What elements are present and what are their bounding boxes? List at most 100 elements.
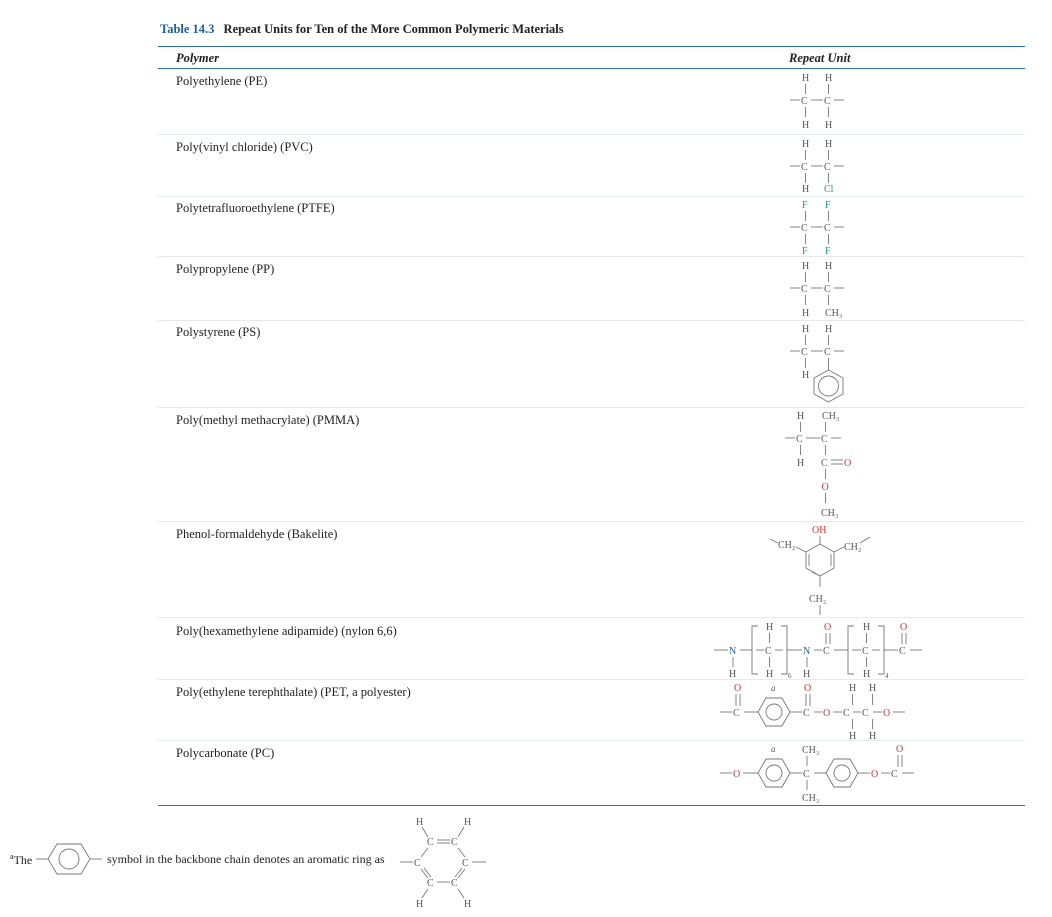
row-separator bbox=[158, 679, 1025, 680]
svg-text:Cl: Cl bbox=[824, 184, 834, 195]
repeat-unit-pet: a C O C O O H C H H C H O bbox=[720, 683, 905, 742]
row-separator bbox=[158, 407, 1025, 408]
svg-text:H: H bbox=[869, 683, 876, 694]
repeat-unit-pe: H H C C H H bbox=[790, 73, 844, 131]
svg-text:C: C bbox=[765, 646, 772, 657]
polymer-name-pmma: Poly(methyl methacrylate) (PMMA) bbox=[176, 413, 360, 427]
svg-text:C: C bbox=[462, 858, 469, 869]
svg-text:CH₂: CH₂ bbox=[844, 542, 861, 553]
footnote-lead: aThe bbox=[10, 852, 32, 868]
svg-text:CH₃: CH₃ bbox=[822, 411, 839, 422]
col-header-polymer: Polymer bbox=[176, 51, 220, 65]
svg-text:C: C bbox=[862, 646, 869, 657]
svg-text:F: F bbox=[802, 246, 808, 257]
svg-text:H: H bbox=[797, 411, 804, 422]
svg-text:C: C bbox=[801, 347, 808, 358]
col-header-repeat-unit: Repeat Unit bbox=[789, 51, 851, 65]
svg-text:C: C bbox=[823, 646, 830, 657]
svg-text:H: H bbox=[825, 73, 832, 84]
svg-text:O: O bbox=[824, 622, 831, 633]
svg-text:H: H bbox=[825, 139, 832, 150]
svg-text:C: C bbox=[427, 837, 434, 848]
svg-text:C: C bbox=[414, 858, 421, 869]
svg-text:H: H bbox=[825, 324, 832, 335]
repeat-unit-pc: a O CH₃ C CH₃ O C O bbox=[720, 744, 914, 804]
polymer-name-pvc: Poly(vinyl chloride) (PVC) bbox=[176, 140, 313, 154]
svg-text:C: C bbox=[427, 878, 434, 889]
svg-text:CH₃: CH₃ bbox=[821, 508, 838, 519]
svg-text:C: C bbox=[891, 769, 898, 780]
svg-text:H: H bbox=[802, 370, 809, 381]
row-separator bbox=[158, 740, 1025, 741]
svg-text:C: C bbox=[862, 708, 869, 719]
svg-text:H: H bbox=[729, 669, 736, 680]
polymer-name-ps: Polystyrene (PS) bbox=[176, 325, 261, 339]
svg-text:a: a bbox=[771, 744, 776, 754]
footnote-marker: a bbox=[10, 852, 14, 861]
svg-text:C: C bbox=[451, 878, 458, 889]
svg-text:H: H bbox=[802, 120, 809, 131]
svg-text:F: F bbox=[825, 246, 831, 257]
polymer-name-pet: Poly(ethylene terephthalate) (PET, a pol… bbox=[176, 685, 411, 699]
svg-text:H: H bbox=[464, 899, 471, 910]
svg-text:H: H bbox=[797, 458, 804, 469]
repeat-unit-pp: H H C C H CH₃ bbox=[790, 261, 844, 319]
row-separator bbox=[158, 320, 1025, 321]
svg-text:H: H bbox=[802, 139, 809, 150]
svg-text:C: C bbox=[824, 162, 831, 173]
svg-text:H: H bbox=[802, 261, 809, 272]
svg-text:CH₃: CH₃ bbox=[825, 308, 842, 319]
svg-text:H: H bbox=[464, 817, 471, 828]
aromatic-ring-structure: H H C C C C C C H H bbox=[400, 817, 486, 910]
svg-text:O: O bbox=[844, 458, 851, 469]
svg-text:H: H bbox=[849, 683, 856, 694]
svg-text:OH: OH bbox=[812, 525, 826, 536]
svg-text:C: C bbox=[821, 458, 828, 469]
svg-text:O: O bbox=[871, 769, 878, 780]
svg-text:F: F bbox=[825, 200, 831, 211]
svg-text:H: H bbox=[416, 817, 423, 828]
svg-text:C: C bbox=[801, 162, 808, 173]
table-title: Repeat Units for Ten of the More Common … bbox=[223, 22, 564, 36]
svg-text:O: O bbox=[734, 683, 741, 694]
svg-text:CH₃: CH₃ bbox=[802, 793, 819, 804]
header-rule bbox=[158, 68, 1025, 70]
row-separator bbox=[158, 134, 1025, 135]
svg-text:H: H bbox=[802, 73, 809, 84]
svg-text:O: O bbox=[823, 708, 830, 719]
row-separator bbox=[158, 196, 1025, 197]
bottom-rule bbox=[158, 805, 1025, 807]
svg-text:H: H bbox=[863, 622, 870, 633]
polymer-name-bakelite: Phenol-formaldehyde (Bakelite) bbox=[176, 527, 338, 541]
svg-text:H: H bbox=[802, 184, 809, 195]
svg-text:N: N bbox=[803, 646, 810, 657]
svg-text:N: N bbox=[729, 646, 736, 657]
svg-text:a: a bbox=[771, 683, 776, 693]
footnote-text: symbol in the backbone chain denotes an … bbox=[107, 852, 385, 866]
svg-text:C: C bbox=[824, 223, 831, 234]
svg-text:4: 4 bbox=[885, 672, 889, 680]
svg-text:C: C bbox=[733, 708, 740, 719]
svg-text:CH₂: CH₂ bbox=[778, 540, 795, 551]
svg-text:C: C bbox=[821, 434, 828, 445]
svg-text:H: H bbox=[416, 899, 423, 910]
svg-text:H: H bbox=[849, 731, 856, 742]
svg-text:H: H bbox=[803, 669, 810, 680]
svg-text:C: C bbox=[796, 434, 803, 445]
repeat-unit-pvc: H H C C H Cl bbox=[790, 139, 844, 195]
repeat-unit-ps: H H C C H bbox=[790, 324, 844, 403]
aromatic-ring-symbol bbox=[36, 843, 102, 875]
table-caption: Table 14.3 Repeat Units for Ten of the M… bbox=[160, 22, 564, 37]
footnote-lead-text: The bbox=[13, 853, 33, 867]
svg-text:C: C bbox=[801, 223, 808, 234]
svg-text:C: C bbox=[843, 708, 850, 719]
repeat-unit-bakelite: OH CH₂ CH₂ CH₂ bbox=[769, 525, 871, 615]
repeat-unit-nylon: N H H C H 6 N H C O H C H 4 C O bbox=[714, 622, 922, 680]
row-separator bbox=[158, 256, 1025, 257]
svg-text:CH₂: CH₂ bbox=[809, 594, 826, 605]
row-separator bbox=[158, 521, 1025, 522]
svg-text:O: O bbox=[822, 482, 829, 493]
repeat-unit-pmma: H CH₃ C C H C O O CH₃ bbox=[785, 411, 851, 519]
svg-text:C: C bbox=[824, 284, 831, 295]
svg-text:H: H bbox=[802, 324, 809, 335]
